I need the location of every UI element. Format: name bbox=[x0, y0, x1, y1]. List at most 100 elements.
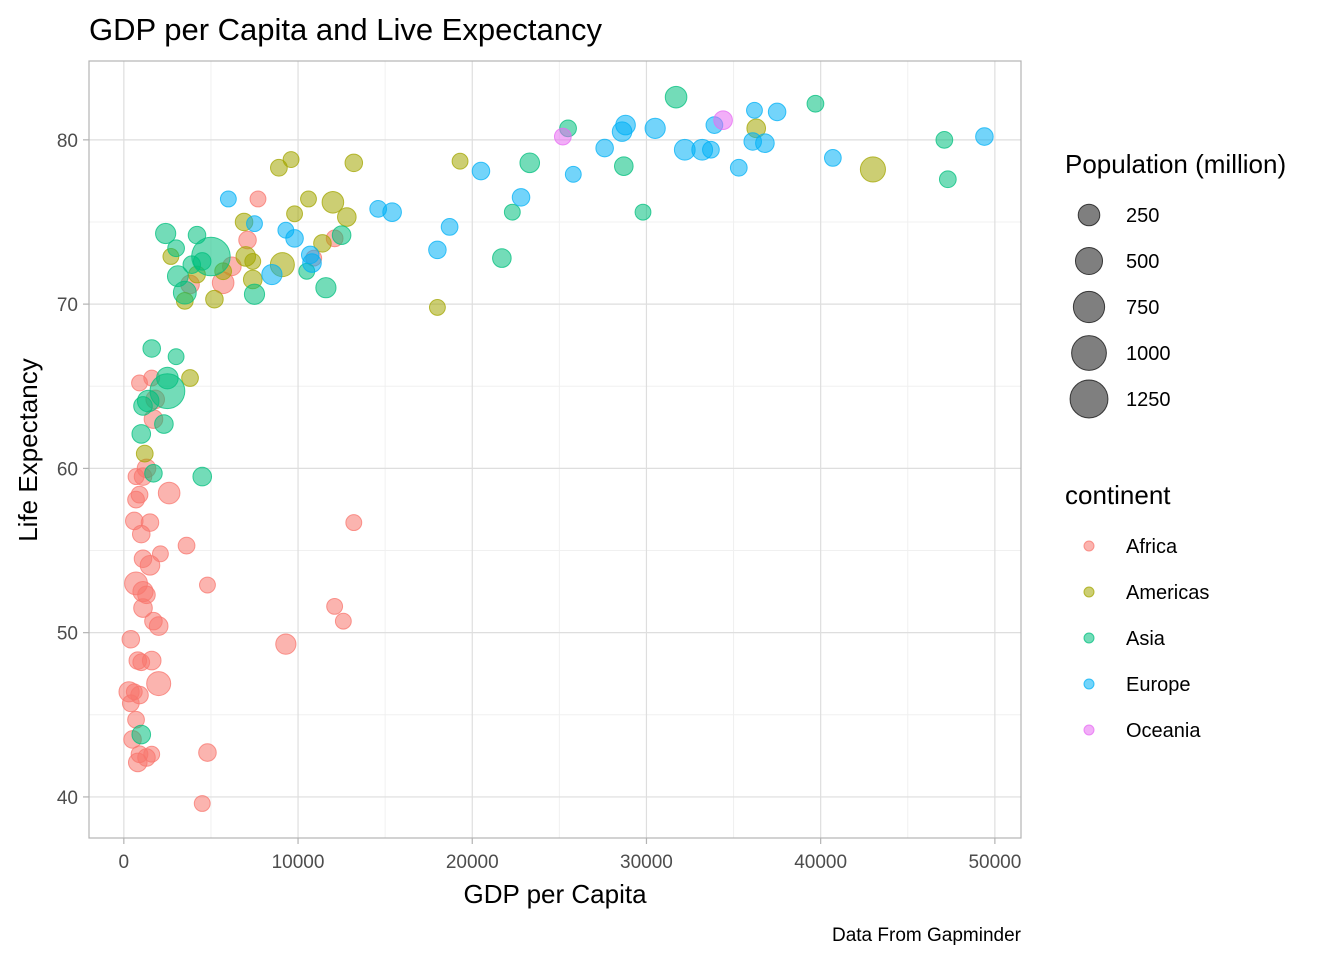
point-africa bbox=[148, 616, 169, 636]
x-axis-title: GDP per Capita bbox=[463, 879, 647, 909]
point-asia bbox=[938, 170, 957, 189]
point-europe bbox=[823, 149, 842, 167]
color-legend-key-asia bbox=[1083, 632, 1095, 644]
point-asia bbox=[503, 203, 521, 221]
point-asia bbox=[192, 252, 212, 271]
point-africa bbox=[249, 190, 267, 208]
point-americas bbox=[337, 207, 357, 227]
point-europe bbox=[615, 114, 636, 136]
point-americas bbox=[270, 158, 288, 177]
point-europe bbox=[644, 117, 666, 139]
point-europe bbox=[729, 158, 748, 177]
point-asia bbox=[315, 277, 337, 299]
y-tick-label: 50 bbox=[57, 624, 78, 645]
point-asia bbox=[664, 85, 688, 109]
caption: Data From Gapminder bbox=[832, 925, 1022, 946]
x-axis-ticks: 0 10000 20000 30000 40000 50000 bbox=[119, 838, 1021, 873]
point-africa bbox=[157, 481, 181, 505]
point-africa bbox=[141, 650, 162, 671]
y-tick-label: 70 bbox=[57, 295, 78, 316]
x-tick-label: 40000 bbox=[794, 852, 847, 873]
point-asia bbox=[613, 156, 634, 176]
point-africa bbox=[326, 597, 344, 615]
point-europe bbox=[246, 215, 263, 233]
size-legend-title: Population (million) bbox=[1065, 149, 1286, 179]
point-asia bbox=[131, 724, 152, 745]
size-legend-label: 750 bbox=[1126, 297, 1159, 319]
color-legend-label: Africa bbox=[1126, 536, 1178, 558]
plot-background bbox=[89, 61, 1021, 838]
point-americas bbox=[244, 252, 262, 270]
point-americas bbox=[282, 151, 300, 168]
point-americas bbox=[313, 234, 332, 253]
size-legend-label: 250 bbox=[1126, 205, 1159, 227]
point-americas bbox=[321, 190, 345, 214]
point-africa bbox=[121, 629, 141, 649]
point-asia bbox=[192, 466, 213, 487]
point-oceania bbox=[713, 110, 733, 130]
point-asia bbox=[806, 94, 825, 113]
size-legend: Population (million) 250 500 750 1000 1250 bbox=[1065, 149, 1286, 419]
point-africa bbox=[121, 694, 140, 713]
point-africa bbox=[131, 524, 151, 544]
point-americas bbox=[286, 205, 303, 223]
point-americas bbox=[181, 369, 199, 387]
point-asia bbox=[131, 424, 152, 444]
point-americas bbox=[300, 190, 317, 208]
point-asia bbox=[519, 152, 541, 174]
x-tick-label: 20000 bbox=[446, 852, 499, 873]
color-legend-key-africa bbox=[1083, 540, 1095, 552]
data-points bbox=[118, 85, 994, 812]
point-europe bbox=[428, 240, 447, 260]
point-africa bbox=[238, 230, 257, 250]
color-legend-label: Oceania bbox=[1126, 720, 1201, 742]
point-europe bbox=[302, 253, 322, 273]
point-europe bbox=[767, 102, 787, 122]
point-oceania bbox=[553, 127, 572, 146]
point-africa bbox=[345, 514, 363, 532]
y-axis-title: Life Expectancy bbox=[13, 358, 43, 542]
color-legend-label: Europe bbox=[1126, 674, 1191, 696]
point-africa bbox=[127, 490, 145, 509]
point-africa bbox=[198, 743, 217, 762]
point-asia bbox=[167, 239, 185, 258]
point-europe bbox=[702, 140, 720, 159]
point-asia bbox=[172, 280, 197, 305]
point-asia bbox=[331, 225, 352, 245]
point-africa bbox=[275, 633, 297, 655]
x-tick-label: 0 bbox=[119, 852, 130, 873]
point-europe bbox=[564, 165, 582, 183]
point-asia bbox=[634, 203, 652, 221]
point-europe bbox=[382, 202, 402, 222]
x-tick-label: 50000 bbox=[968, 852, 1021, 873]
size-legend-label: 1250 bbox=[1126, 389, 1171, 411]
size-legend-label: 1000 bbox=[1126, 343, 1171, 365]
point-africa bbox=[199, 576, 216, 594]
point-asia bbox=[187, 225, 207, 245]
point-asia bbox=[167, 348, 185, 366]
point-asia bbox=[935, 130, 954, 149]
point-africa bbox=[131, 374, 148, 392]
point-africa bbox=[334, 612, 352, 630]
y-tick-label: 80 bbox=[57, 131, 78, 152]
point-asia bbox=[156, 366, 179, 390]
y-axis-ticks: 40 50 60 70 80 bbox=[57, 131, 89, 809]
color-legend-key-americas bbox=[1083, 586, 1095, 598]
point-africa bbox=[127, 752, 148, 773]
point-europe bbox=[261, 263, 283, 286]
point-europe bbox=[219, 190, 237, 208]
y-tick-label: 60 bbox=[57, 459, 78, 480]
point-europe bbox=[440, 218, 459, 236]
point-americas bbox=[344, 153, 364, 173]
point-asia bbox=[144, 464, 163, 483]
y-tick-label: 40 bbox=[57, 788, 78, 809]
point-asia bbox=[142, 339, 161, 358]
point-americas bbox=[859, 156, 886, 183]
point-asia bbox=[154, 414, 174, 434]
size-legend-key bbox=[1074, 246, 1104, 276]
color-legend-key-europe bbox=[1083, 678, 1095, 690]
point-africa bbox=[139, 555, 161, 576]
size-legend-label: 500 bbox=[1126, 251, 1159, 273]
size-legend-key bbox=[1072, 290, 1106, 324]
point-americas bbox=[135, 444, 154, 463]
